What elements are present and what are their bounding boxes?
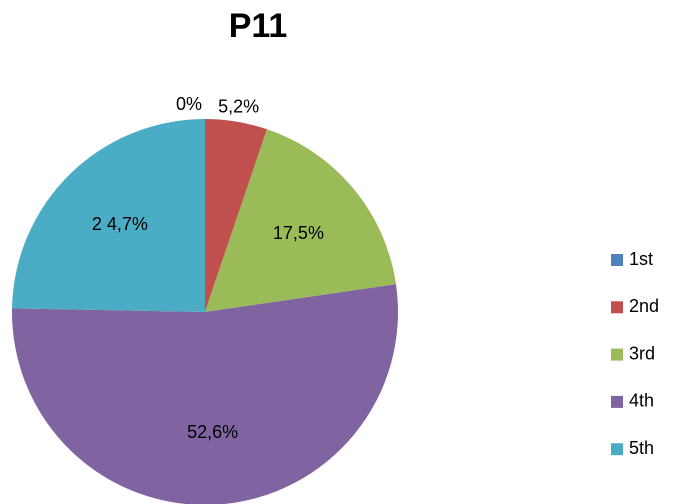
data-label: 52,6% (187, 422, 238, 442)
legend-label: 3rd (629, 343, 655, 363)
pie-slice (12, 119, 205, 312)
legend-label: 4th (629, 391, 654, 411)
pie-slice (12, 284, 398, 504)
legend-swatch (611, 254, 623, 266)
legend: 1st 2nd 3rd 4th 5th (611, 249, 659, 458)
legend-swatch (611, 395, 623, 408)
legend-swatch (611, 443, 623, 456)
pie-slice (205, 129, 396, 312)
chart-title: P11 (229, 7, 288, 45)
data-label: 2 4,7% (92, 214, 148, 234)
data-label: 0% (176, 94, 202, 114)
legend-label: 5th (629, 438, 654, 458)
legend-label: 1st (629, 249, 653, 269)
data-label: 5,2% (218, 97, 259, 117)
legend-swatch (611, 348, 623, 361)
data-label: 17,5% (273, 223, 324, 243)
pie-slice (205, 119, 267, 312)
data-labels: 0% 5,2% 17,5% 52,6% 2 4,7% (92, 94, 324, 442)
legend-swatch (611, 301, 623, 314)
pie (12, 119, 398, 504)
legend-label: 2nd (629, 296, 659, 316)
